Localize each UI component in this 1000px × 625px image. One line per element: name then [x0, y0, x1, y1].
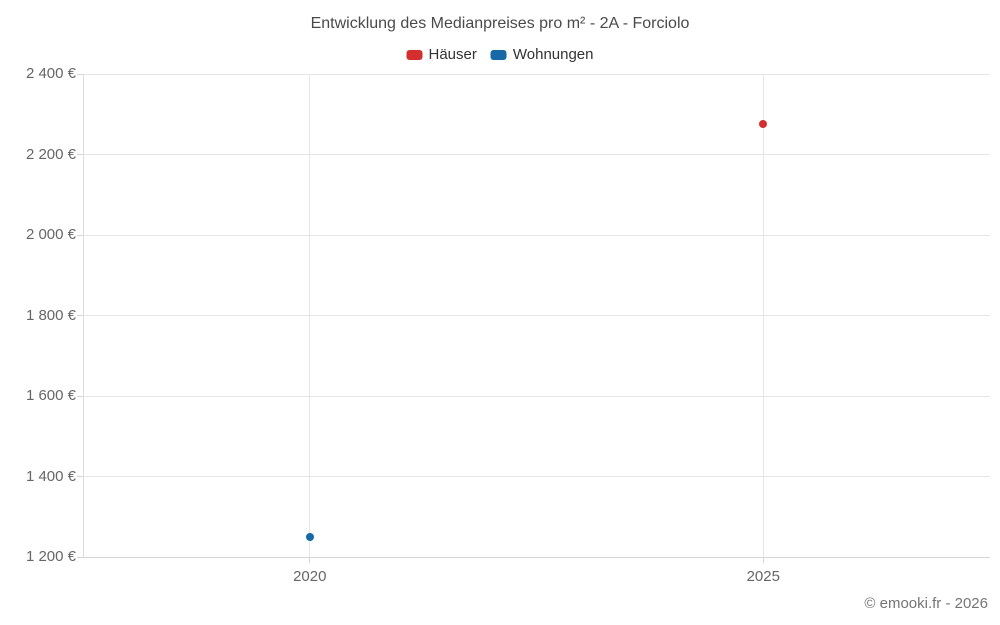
- legend: Häuser Wohnungen: [406, 46, 594, 63]
- legend-swatch-wohnungen: [490, 49, 507, 60]
- x-axis-line: [83, 557, 990, 558]
- y-tick-mark: [77, 73, 83, 75]
- h-gridline: [83, 395, 990, 397]
- legend-label-ha-user: Häuser: [428, 46, 477, 63]
- y-tick-label: 1 400 €: [25, 467, 76, 485]
- y-tick-mark: [77, 234, 83, 236]
- plot-area: [83, 73, 990, 558]
- y-tick-mark: [77, 476, 83, 477]
- y-tick-label: 1 200 €: [25, 548, 76, 565]
- credits-link[interactable]: © emooki.fr - 2026: [864, 595, 988, 612]
- y-tick-mark: [77, 556, 83, 558]
- h-gridline: [83, 476, 990, 477]
- data-point-ha-user[interactable]: [759, 120, 768, 129]
- legend-item-wohnungen[interactable]: Wohnungen: [490, 46, 594, 63]
- y-tick-label: 2 000 €: [25, 226, 76, 243]
- y-tick-mark: [77, 395, 83, 397]
- h-gridline: [83, 234, 990, 236]
- y-tick-label: 2 400 €: [25, 65, 76, 82]
- h-gridline: [83, 315, 990, 316]
- h-gridline: [83, 73, 990, 75]
- data-point-wohnungen[interactable]: [305, 532, 314, 541]
- y-tick-mark: [77, 154, 83, 155]
- y-tick-label: 1 600 €: [25, 387, 76, 404]
- chart-title: Entwicklung des Medianpreises pro m² - 2…: [310, 15, 690, 32]
- y-tick-label: 1 800 €: [25, 306, 76, 324]
- h-gridline: [83, 154, 990, 155]
- x-tick-mark: [309, 557, 311, 563]
- y-tick-mark: [77, 315, 83, 316]
- x-tick-label: 2020: [293, 568, 327, 585]
- x-tick-mark: [762, 557, 764, 563]
- legend-swatch-ha-user: [406, 49, 423, 60]
- legend-item-ha-user[interactable]: Häuser: [406, 46, 477, 63]
- legend-label-wohnungen: Wohnungen: [512, 46, 594, 63]
- v-gridline: [309, 74, 311, 557]
- y-tick-label: 2 200 €: [25, 145, 76, 163]
- x-tick-label: 2025: [746, 568, 780, 585]
- v-gridline: [762, 74, 764, 557]
